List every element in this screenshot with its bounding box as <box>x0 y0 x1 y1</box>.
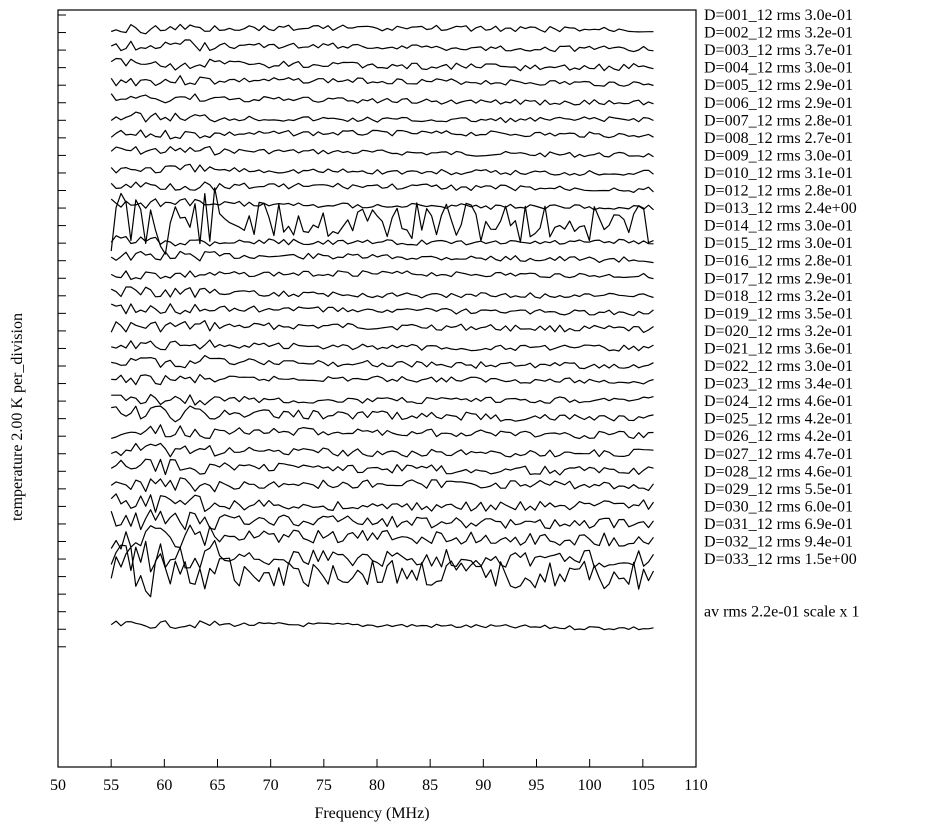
x-tick-label: 90 <box>475 777 491 794</box>
series-line <box>110 539 655 573</box>
series-label: D=029_12 rms 5.5e-01 <box>704 481 853 498</box>
x-tick-label: 85 <box>422 777 438 794</box>
series-line <box>110 129 654 140</box>
series-label: D=005_12 rms 2.9e-01 <box>704 77 853 94</box>
series-label: D=007_12 rms 2.8e-01 <box>704 112 853 129</box>
x-tick-label: 100 <box>578 777 602 794</box>
series-line <box>111 405 654 423</box>
series-label: D=010_12 rms 3.1e-01 <box>704 165 853 182</box>
x-tick-label: 110 <box>684 777 707 794</box>
x-tick-label: 75 <box>316 777 332 794</box>
series-label: D=004_12 rms 3.0e-01 <box>704 60 853 77</box>
series-label: D=032_12 rms 9.4e-01 <box>704 534 853 551</box>
series-line <box>110 270 654 280</box>
x-tick-label: 70 <box>263 777 279 794</box>
series-line <box>110 250 654 264</box>
series-line <box>110 235 654 247</box>
series-label: D=006_12 rms 2.9e-01 <box>704 95 853 112</box>
x-tick-label: 55 <box>103 777 119 794</box>
series-label: D=021_12 rms 3.6e-01 <box>704 340 853 357</box>
series-line <box>110 181 654 193</box>
series-label: D=014_12 rms 3.0e-01 <box>704 218 853 235</box>
series-label: D=003_12 rms 3.7e-01 <box>704 42 853 59</box>
series-line <box>110 75 654 87</box>
series-line <box>111 373 654 386</box>
series-label: D=019_12 rms 3.5e-01 <box>704 305 853 322</box>
series-label: D=018_12 rms 3.2e-01 <box>704 288 853 305</box>
series-line <box>111 339 654 352</box>
series-line <box>110 524 654 550</box>
x-tick-label: 95 <box>529 777 545 794</box>
plot-frame <box>57 9 697 768</box>
series-line <box>110 320 654 334</box>
series-line <box>110 163 654 176</box>
series-line <box>110 39 654 53</box>
series-line <box>111 424 654 440</box>
series-label: D=020_12 rms 3.2e-01 <box>704 323 853 340</box>
series-line <box>110 493 654 513</box>
series-label: D=016_12 rms 2.8e-01 <box>704 253 853 270</box>
series-label: D=017_12 rms 2.9e-01 <box>704 270 853 287</box>
series-line <box>110 303 654 317</box>
series-lines <box>110 23 655 631</box>
x-axis-label: Frequency (MHz) <box>314 805 429 822</box>
series-line <box>110 111 654 124</box>
series-label: av rms 2.2e-01 scale x 1 <box>704 604 860 621</box>
series-labels: D=001_12 rms 3.0e-01D=002_12 rms 3.2e-01… <box>704 7 860 621</box>
series-label: D=025_12 rms 4.2e-01 <box>704 411 853 428</box>
series-line <box>110 509 654 531</box>
series-line <box>110 442 654 458</box>
series-label: D=028_12 rms 4.6e-01 <box>704 463 853 480</box>
x-tick-label: 80 <box>369 777 385 794</box>
series-line <box>110 93 654 106</box>
series-label: D=001_12 rms 3.0e-01 <box>704 7 853 24</box>
series-label: D=012_12 rms 2.8e-01 <box>704 183 853 200</box>
series-line <box>110 187 654 255</box>
x-axis-ticks: 50 55 60 65 70 75 80 85 90 95 100 105 110 <box>50 759 708 794</box>
series-label: D=022_12 rms 3.0e-01 <box>704 358 853 375</box>
series-line <box>110 620 654 631</box>
series-line <box>110 477 654 493</box>
series-line <box>110 57 654 72</box>
series-label: D=008_12 rms 2.7e-01 <box>704 130 853 147</box>
series-label: D=015_12 rms 3.0e-01 <box>704 235 853 252</box>
series-label: D=002_12 rms 3.2e-01 <box>704 25 853 42</box>
series-label: D=023_12 rms 3.4e-01 <box>704 376 853 393</box>
series-line <box>111 393 654 406</box>
x-tick-label: 50 <box>50 777 66 794</box>
series-line <box>110 286 654 299</box>
x-tick-label: 60 <box>156 777 172 794</box>
series-label: D=026_12 rms 4.2e-01 <box>704 428 853 445</box>
series-line <box>111 23 654 35</box>
series-line <box>110 546 655 598</box>
x-tick-label: 105 <box>631 777 655 794</box>
series-label: D=033_12 rms 1.5e+00 <box>704 551 857 568</box>
series-label: D=031_12 rms 6.9e-01 <box>704 516 853 533</box>
series-line <box>110 146 654 158</box>
x-tick-label: 65 <box>210 777 226 794</box>
y-axis-label: temperature 2.00 K per_division <box>9 313 26 521</box>
series-line <box>110 198 654 211</box>
series-line <box>110 458 654 476</box>
series-line <box>111 354 654 370</box>
y-axis-ticks <box>58 14 66 648</box>
series-label: D=024_12 rms 4.6e-01 <box>704 393 853 410</box>
series-label: D=013_12 rms 2.4e+00 <box>704 200 857 217</box>
series-label: D=030_12 rms 6.0e-01 <box>704 498 853 515</box>
series-label: D=009_12 rms 3.0e-01 <box>704 147 853 164</box>
series-label: D=027_12 rms 4.7e-01 <box>704 446 853 463</box>
